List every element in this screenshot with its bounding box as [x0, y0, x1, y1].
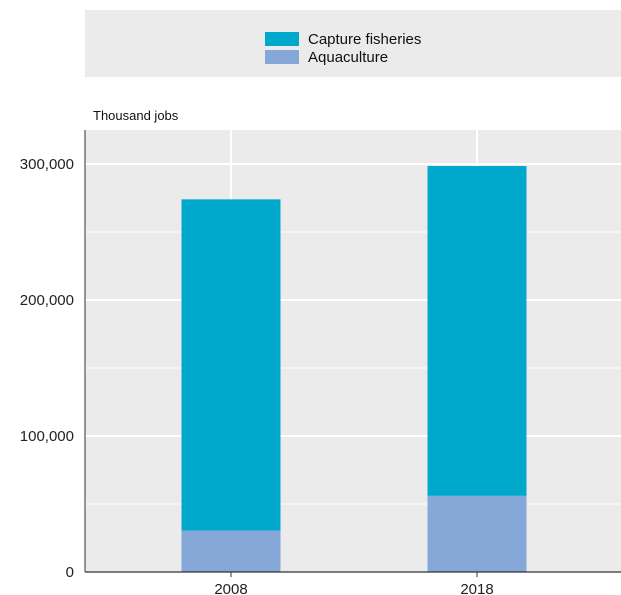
plot-background — [85, 130, 621, 572]
legend-swatch-capture-fisheries — [265, 32, 299, 46]
x-tick-label-2008: 2008 — [214, 581, 247, 595]
bar-aquaculture-2008 — [181, 530, 281, 572]
y-axis-label: Thousand jobs — [93, 108, 179, 123]
bar-capture-fisheries-2008 — [181, 199, 281, 531]
x-tick-label-2018: 2018 — [460, 581, 493, 595]
bar-aquaculture-2018 — [427, 495, 527, 572]
plot-area: 0 100,000 200,000 300,000 2008 2018 — [20, 130, 621, 595]
bar-capture-fisheries-2018 — [427, 166, 527, 496]
legend-swatch-aquaculture — [265, 50, 299, 64]
legend-label-capture-fisheries: Capture fisheries — [308, 31, 421, 48]
y-tick-label-1: 100,000 — [20, 428, 74, 445]
y-tick-label-3: 300,000 — [20, 156, 74, 173]
y-tick-label-0: 0 — [66, 564, 74, 581]
y-tick-label-2: 200,000 — [20, 292, 74, 309]
legend-background — [85, 10, 621, 77]
legend-label-aquaculture: Aquaculture — [308, 49, 388, 66]
